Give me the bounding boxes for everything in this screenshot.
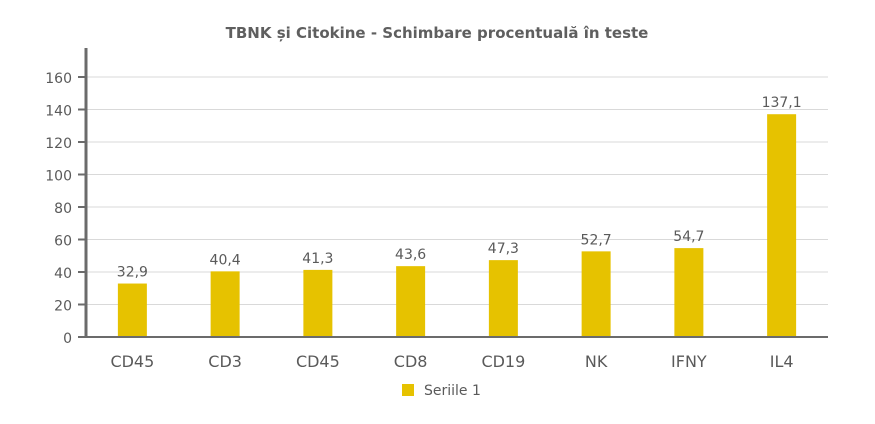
x-tick-label: NK [585, 352, 608, 371]
x-tick-label: CD8 [394, 352, 428, 371]
data-label: 40,4 [210, 252, 241, 268]
bar [210, 271, 240, 337]
bar [303, 269, 333, 337]
data-label: 43,6 [395, 247, 426, 263]
y-tick-label: 20 [54, 299, 72, 315]
legend: Seriile 1 [402, 383, 481, 399]
chart-title: TBNK și Citokine - Schimbare procentuală… [226, 24, 649, 42]
y-tick-label: 60 [54, 234, 72, 250]
data-label: 52,7 [581, 232, 612, 248]
data-label: 47,3 [488, 241, 519, 257]
gridlines [86, 76, 828, 305]
y-tick-label: 40 [54, 266, 72, 282]
data-label: 54,7 [673, 229, 704, 245]
bars [117, 114, 797, 338]
bar [117, 283, 147, 337]
x-tick-label: IFNY [671, 352, 707, 371]
x-tick-label: CD19 [481, 352, 525, 371]
bar [674, 248, 704, 337]
y-tick-label: 80 [54, 201, 72, 217]
data-label: 32,9 [117, 265, 148, 281]
x-axis: CD45 CD3 CD45 CD8 CD19 NK IFNY IL4 [86, 336, 828, 371]
bar [767, 114, 797, 338]
bar [488, 260, 518, 337]
data-label: 137,1 [762, 95, 802, 111]
legend-swatch [402, 384, 414, 396]
y-tick-label: 140 [45, 104, 72, 120]
y-tick-label: 0 [63, 331, 72, 347]
x-tick-label: IL4 [770, 352, 794, 371]
y-tick-label: 120 [45, 136, 72, 152]
x-tick-label: CD3 [208, 352, 242, 371]
legend-label: Seriile 1 [424, 383, 481, 399]
y-tick-label: 160 [45, 71, 72, 87]
data-labels: 32,9 40,4 41,3 43,6 47,3 52,7 54,7 137,1 [117, 95, 802, 280]
bar [581, 251, 611, 337]
bar [396, 266, 426, 337]
x-tick-label: CD45 [110, 352, 154, 371]
y-tick-label: 100 [45, 169, 72, 185]
data-label: 41,3 [302, 251, 333, 267]
x-tick-label: CD45 [296, 352, 340, 371]
y-axis: 0 20 40 60 80 100 120 140 160 [45, 48, 88, 347]
